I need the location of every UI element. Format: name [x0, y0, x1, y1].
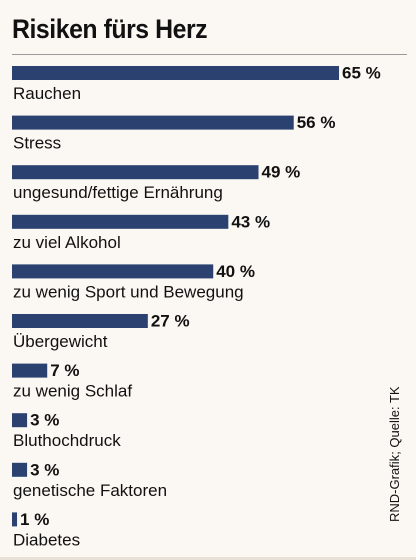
category-label: Diabetes: [13, 530, 80, 549]
bar-group: 1 %Diabetes: [12, 510, 80, 549]
category-label: zu viel Alkohol: [13, 233, 121, 252]
bar: [12, 363, 48, 378]
value-label: 3 %: [30, 411, 59, 430]
value-label: 49 %: [262, 163, 301, 182]
bar-group: 43 % zu viel Alkohol: [12, 212, 270, 252]
bottom-divider: [0, 557, 416, 560]
bar-group: 40 %zu wenig Sport und Bewegung: [12, 262, 255, 301]
value-label: 65 %: [342, 64, 381, 83]
category-label: zu wenig Sport und Bewegung: [13, 282, 244, 301]
category-label: ungesund/fettige Ernährung: [13, 183, 223, 202]
bar: [12, 165, 259, 180]
bar: [12, 512, 18, 527]
value-label: 40 %: [216, 262, 255, 281]
category-label: zu wenig Schlaf: [13, 382, 132, 401]
title-divider: [12, 54, 407, 55]
bar: [12, 115, 294, 130]
category-label: genetische Faktoren: [13, 481, 167, 500]
category-label: Rauchen: [13, 84, 81, 103]
bar-group: 3 %Bluthochdruck: [12, 411, 121, 450]
category-label: Bluthochdruck: [13, 431, 121, 450]
category-label: Übergewicht: [13, 332, 108, 351]
bar: [12, 413, 28, 428]
bar-group: 7 % zu wenig Schlaf: [12, 361, 132, 401]
source-credit: RND-Grafik; Quelle: TK: [387, 386, 402, 522]
value-label: 43 %: [231, 212, 270, 231]
value-label: 56 %: [297, 113, 336, 132]
bar: [12, 66, 339, 80]
bar-group: 3 % genetische Faktoren: [12, 460, 167, 500]
bar: [12, 462, 28, 477]
bar-group: 49 % ungesund/fettige Ernährung: [12, 163, 301, 202]
chart-title: Risiken fürs Herz: [12, 14, 208, 44]
bar: [12, 214, 229, 229]
bar-group: 27 % Übergewicht: [12, 312, 190, 351]
bar-group: 56 % Stress: [12, 113, 335, 153]
value-label: 27 %: [151, 312, 190, 331]
value-label: 1 %: [20, 510, 49, 529]
category-label: Stress: [13, 134, 61, 153]
bar: [12, 314, 148, 328]
value-label: 3 %: [30, 460, 59, 479]
bar: [12, 264, 214, 279]
bar-group: 65 % Rauchen: [12, 64, 381, 103]
value-label: 7 %: [50, 361, 79, 380]
